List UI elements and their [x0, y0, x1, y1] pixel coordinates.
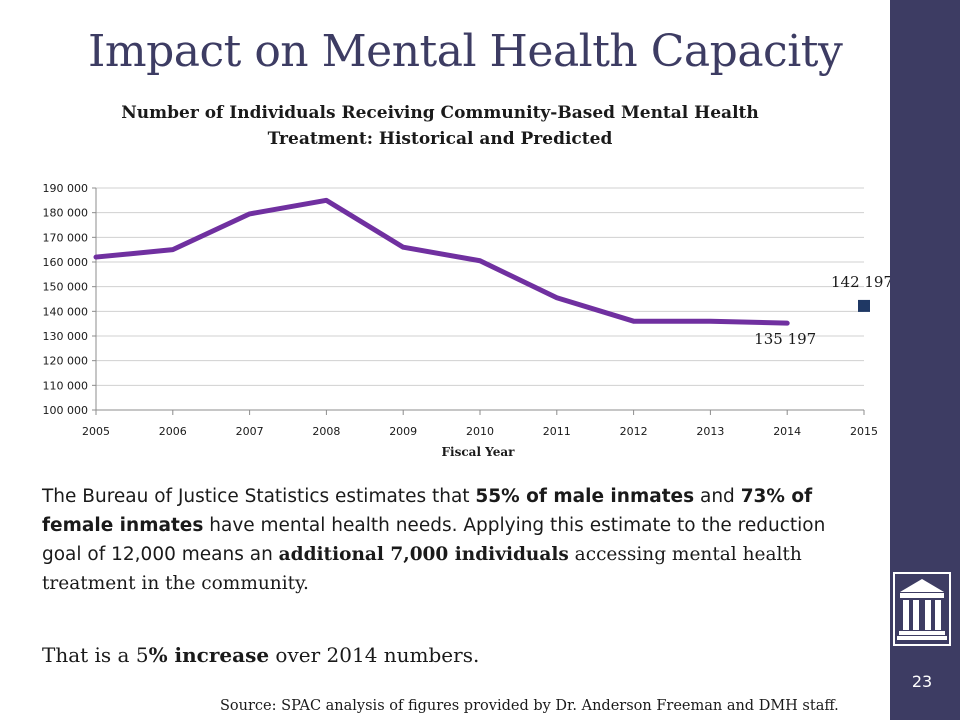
x-tick-label: 2009: [389, 425, 417, 438]
x-axis-label: Fiscal Year: [442, 445, 516, 459]
x-tick-label: 2012: [620, 425, 648, 438]
chart-title: Number of Individuals Receiving Communit…: [121, 103, 759, 149]
y-tick-label: 120 000: [43, 355, 89, 368]
data-label: 142 197: [831, 273, 890, 291]
y-tick-label: 100 000: [43, 404, 89, 417]
x-tick-label: 2015: [850, 425, 878, 438]
body-text-1: The Bureau of Justice Statistics estimat…: [42, 486, 476, 507]
body-bold-female: 73% of female inmates: [42, 486, 813, 536]
body-paragraph: The Bureau of Justice Statistics estimat…: [42, 482, 862, 598]
body-text-4: accessing mental health treatment in the…: [42, 544, 802, 594]
x-tick-label: 2007: [236, 425, 264, 438]
body-bold-male: 55% of male inmates: [475, 486, 695, 507]
x-tick-label: 2010: [466, 425, 494, 438]
y-tick-label: 140 000: [43, 305, 89, 318]
conclusion-text-1: That is a 5: [42, 643, 149, 667]
slide-title: Impact on Mental Health Capacity: [88, 26, 843, 77]
data-label: 135 197: [754, 330, 816, 348]
x-tick-label: 2008: [312, 425, 340, 438]
data-point-marker: [858, 299, 870, 312]
x-axis-ticks: 2005 2006 2007 2008 2009 2010 2011 2012 2013 2014…: [82, 410, 878, 438]
y-tick-label: 180 000: [43, 207, 89, 220]
body-text-2: and: [694, 486, 741, 507]
y-tick-label: 150 000: [43, 281, 89, 294]
y-tick-label: 130 000: [43, 330, 89, 343]
x-tick-label: 2013: [696, 425, 724, 438]
sidebar-band: 23: [890, 0, 960, 720]
y-tick-label: 110 000: [43, 379, 89, 392]
y-tick-label: 160 000: [43, 256, 89, 269]
chart-annotations: 135 197 142 197: [754, 273, 890, 348]
y-axis-ticks: 100 000 110 000 120 000 130 000 140 000 150 0…: [43, 182, 96, 417]
courthouse-icon: [893, 572, 951, 646]
body-bold-additional: additional 7,000 individuals: [278, 544, 569, 565]
y-tick-label: 190 000: [43, 182, 89, 195]
series-line: [93, 197, 790, 326]
x-tick-label: 2006: [159, 425, 187, 438]
conclusion-text-2: over 2014 numbers.: [269, 643, 480, 667]
source-note: Source: SPAC analysis of figures provide…: [220, 698, 839, 714]
y-tick-label: 170 000: [43, 231, 89, 244]
conclusion-bold: % increase: [148, 643, 270, 667]
x-tick-label: 2005: [82, 425, 110, 438]
body-text-3: have mental health needs. Applying this …: [42, 515, 826, 565]
chart-series: [93, 197, 870, 326]
line-chart: 100 000 110 000 120 000 130 000 140 000 150 0…: [43, 182, 891, 459]
chart-gridlines: [95, 187, 864, 411]
x-tick-label: 2014: [773, 425, 801, 438]
page-number: 23: [911, 672, 933, 691]
x-tick-label: 2011: [543, 425, 571, 438]
conclusion-text: That is a 5% increase over 2014 numbers.: [42, 643, 479, 667]
